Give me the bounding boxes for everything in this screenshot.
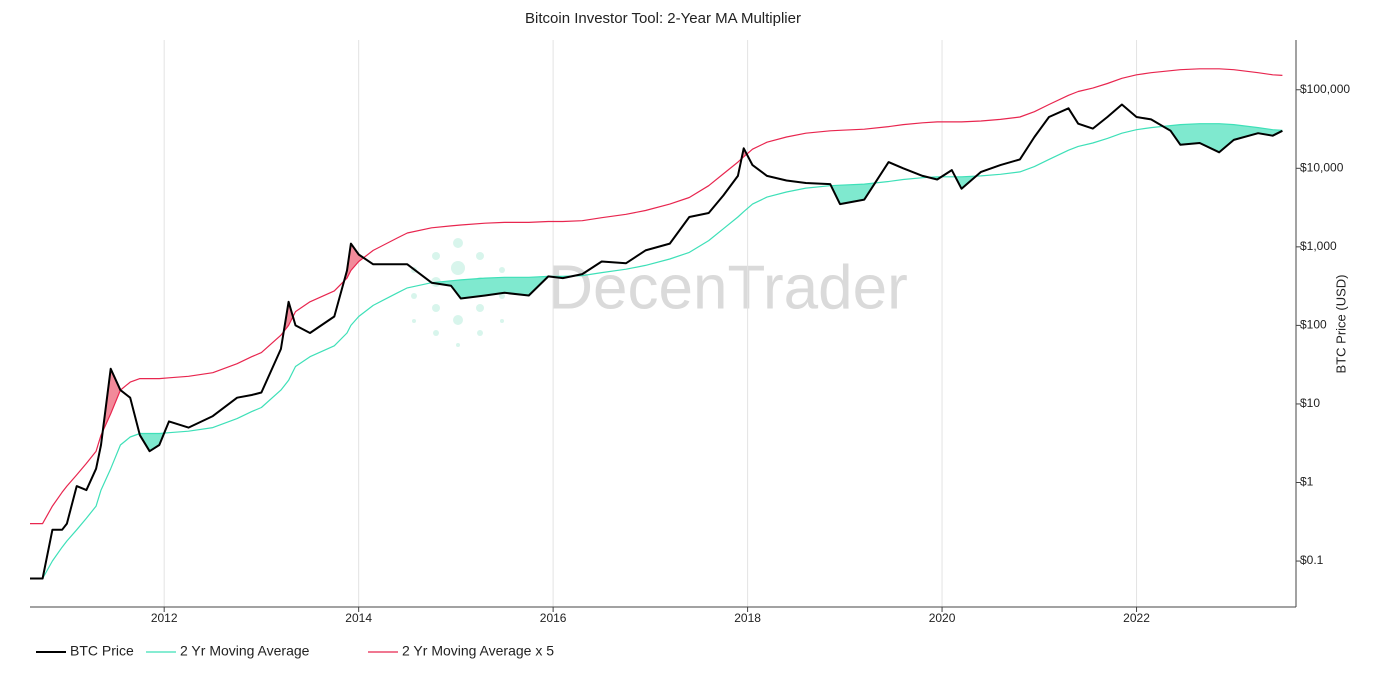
y-tick-label: $0.1 [1300,553,1324,567]
x-tick-label: 2022 [1123,611,1150,625]
series-line [30,123,1283,580]
fill-above-ma5 [30,104,1283,524]
y-tick-label: $100,000 [1300,82,1350,96]
series-line [30,68,1283,525]
legend-label: 2 Yr Moving Average [180,643,310,659]
y-tick-label: $10,000 [1300,160,1344,174]
x-tick-label: 2016 [540,611,567,625]
y-tick-label: $1 [1300,475,1314,489]
y-tick-label: $100 [1300,318,1327,332]
plot-area: 2012 2014 2016 2018 2020 2022 $0.1 $1 $10 $100 $1,… [30,40,1350,625]
chart-title: Bitcoin Investor Tool: 2-Year MA Multipl… [525,10,801,27]
x-tick-label: 2012 [151,611,178,625]
y-axis-label: BTC Price (USD) [1333,275,1348,374]
legend-label: 2 Yr Moving Average x 5 [402,643,554,659]
fill-below-ma [30,123,1283,579]
series-line [30,103,1283,580]
watermark: DecenTrader [548,253,908,322]
x-tick-label: 2014 [345,611,372,625]
legend-label: BTC Price [70,643,134,659]
y-tick-label: $1,000 [1300,239,1337,253]
y-tick-label: $10 [1300,396,1320,410]
x-tick-label: 2020 [929,611,956,625]
x-tick-label: 2018 [734,611,761,625]
